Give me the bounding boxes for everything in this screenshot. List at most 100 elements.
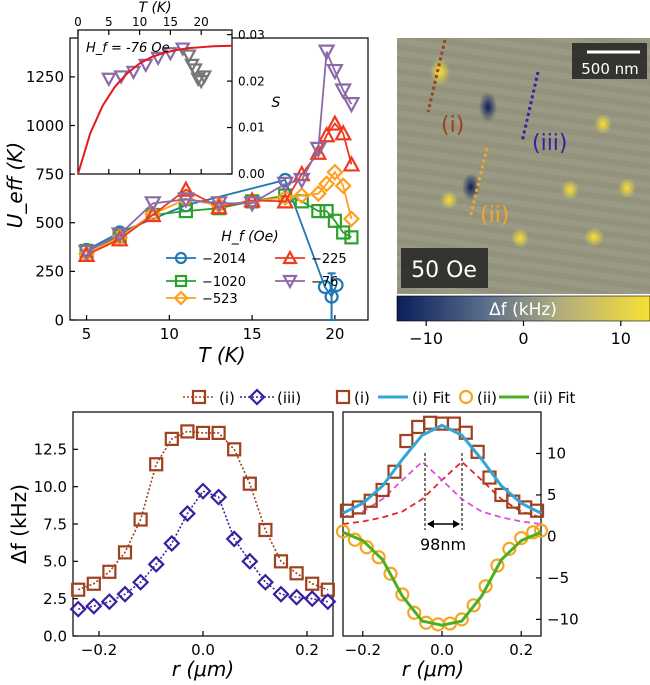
inset-series: [77, 44, 233, 175]
profiles-legend-iii: (iii): [277, 389, 301, 407]
data-point: [292, 172, 311, 190]
data-point: [395, 587, 410, 602]
x-tick-label: −0.2: [81, 641, 117, 659]
y-tick-label: 750: [35, 165, 64, 183]
inset-ylabel: S: [272, 95, 281, 111]
panel-inset: 0 5 10 15 20 0.00 0.01 0.02 0.03 H_f = -76 Oe T …: [74, 0, 280, 181]
y-tick-label: 0.03: [238, 28, 265, 42]
profiles-legend: (i) (iii): [183, 388, 301, 407]
y-tick-label: 0.02: [238, 74, 265, 88]
data-point: [273, 554, 289, 569]
data-point: [110, 227, 129, 244]
y-tick-label: 0.0: [43, 627, 67, 645]
data-point: [69, 600, 87, 618]
series-line: [86, 122, 353, 256]
data-point: [454, 612, 469, 627]
mfm-spot: [511, 228, 529, 248]
panel-fits: −0.2 0.0 0.2 −10 −5 0 5 10 98nm r (μm) (i) (i) …: [335, 389, 579, 681]
data-point: [242, 476, 257, 491]
data-point: [309, 141, 328, 159]
colorbar-label: Δf (kHz): [489, 300, 557, 320]
data-point: [342, 210, 360, 228]
data-point: [187, 63, 203, 78]
profiles-ticks: −0.2 0.0 0.2 0.0 2.5 5.0 7.5 10.0 12.5: [34, 441, 319, 659]
data-point: [210, 196, 228, 213]
data-point: [311, 203, 326, 219]
mfm-label-i: (i): [441, 113, 464, 138]
data-point: [359, 540, 374, 555]
x-tick-label: 5: [105, 15, 113, 29]
x-tick-label: 0.0: [191, 641, 215, 659]
series-line: [78, 490, 328, 610]
data-point: [150, 51, 166, 67]
y-tick-label: 1000: [26, 117, 64, 135]
mfm-spot: [584, 227, 604, 247]
series-square: [339, 415, 545, 518]
data-point: [529, 503, 545, 518]
data-point: [334, 123, 353, 141]
panel-profiles: −0.2 0.0 0.2 0.0 2.5 5.0 7.5 10.0 12.5 r (μm) Δf…: [7, 388, 337, 681]
line-cut-ii: [468, 147, 489, 219]
x-tick-label: 0.0: [430, 641, 454, 659]
scale-bar-label: 500 nm: [581, 60, 639, 78]
data-point: [342, 155, 361, 172]
inset-series: [77, 42, 233, 175]
mfm-spot: [430, 58, 450, 86]
legend-marker: [174, 251, 188, 265]
width-annotation: 98nm: [420, 535, 466, 554]
data-point: [177, 192, 195, 209]
data-point: [423, 415, 438, 430]
ueff-ylabel: U_eff (K): [3, 142, 27, 228]
data-point: [309, 185, 327, 203]
data-point: [383, 566, 398, 581]
mfm-dark-spot: [462, 173, 480, 201]
profiles-ylabel: Δf (kHz): [7, 484, 31, 564]
legend-marker: [248, 388, 266, 406]
x-tick-label: 0: [74, 15, 82, 29]
data-point: [317, 125, 336, 143]
data-point: [324, 289, 339, 304]
data-point: [329, 277, 344, 293]
profiles-xlabel: r (μm): [172, 657, 234, 681]
fits-legend-ii-fit: (ii) Fit: [533, 389, 576, 407]
data-point: [293, 186, 311, 205]
inset-xlabel: T (K): [138, 0, 171, 16]
y-tick-label: 0: [54, 311, 64, 329]
data-point: [502, 541, 517, 556]
y-tick-label: 500: [35, 214, 64, 232]
series-line: [86, 51, 353, 253]
field-label: 50 Oe: [411, 258, 477, 283]
data-point: [100, 593, 118, 611]
data-point: [319, 593, 337, 611]
data-point: [181, 49, 197, 64]
fits-legend: (i) (i) Fit (ii) (ii) Fit: [335, 389, 576, 407]
profiles-series: [69, 424, 337, 618]
fits-xlabel: r (μm): [402, 657, 464, 681]
data-point: [399, 433, 414, 449]
x-tick-label: −0.2: [345, 641, 381, 659]
data-point: [336, 225, 351, 240]
data-point: [309, 143, 328, 160]
fits-legend-i: (i): [354, 389, 370, 407]
legend-label: −225: [311, 252, 347, 267]
inset-series: [181, 49, 213, 90]
data-point: [178, 504, 196, 523]
legend-label: −1020: [202, 275, 246, 290]
inset-title-label: H_f = -76 Oe: [86, 41, 170, 56]
data-point: [225, 530, 243, 548]
mfm-spot: [618, 178, 636, 198]
data-point: [319, 203, 334, 219]
data-point: [125, 65, 142, 81]
line-cut-i: [426, 39, 447, 113]
y-tick-label: 1250: [26, 68, 64, 86]
x-tick-label: 10: [160, 325, 179, 343]
inset-plot-frame: [77, 29, 233, 175]
arrow-head-left: [427, 520, 434, 528]
panel-mfm: (i) (ii) (iii) 500 nm 50 Oe Δf (kHz) −10…: [396, 38, 650, 348]
series-square: [71, 424, 335, 597]
y-tick-label: 0.01: [238, 121, 265, 135]
y-tick-label: 2.5: [43, 590, 67, 608]
data-point: [318, 175, 336, 193]
panel-ueff: 5 10 15 20 0 250 500 750 1000 1250 T (K) U_eff (K…: [3, 37, 369, 367]
